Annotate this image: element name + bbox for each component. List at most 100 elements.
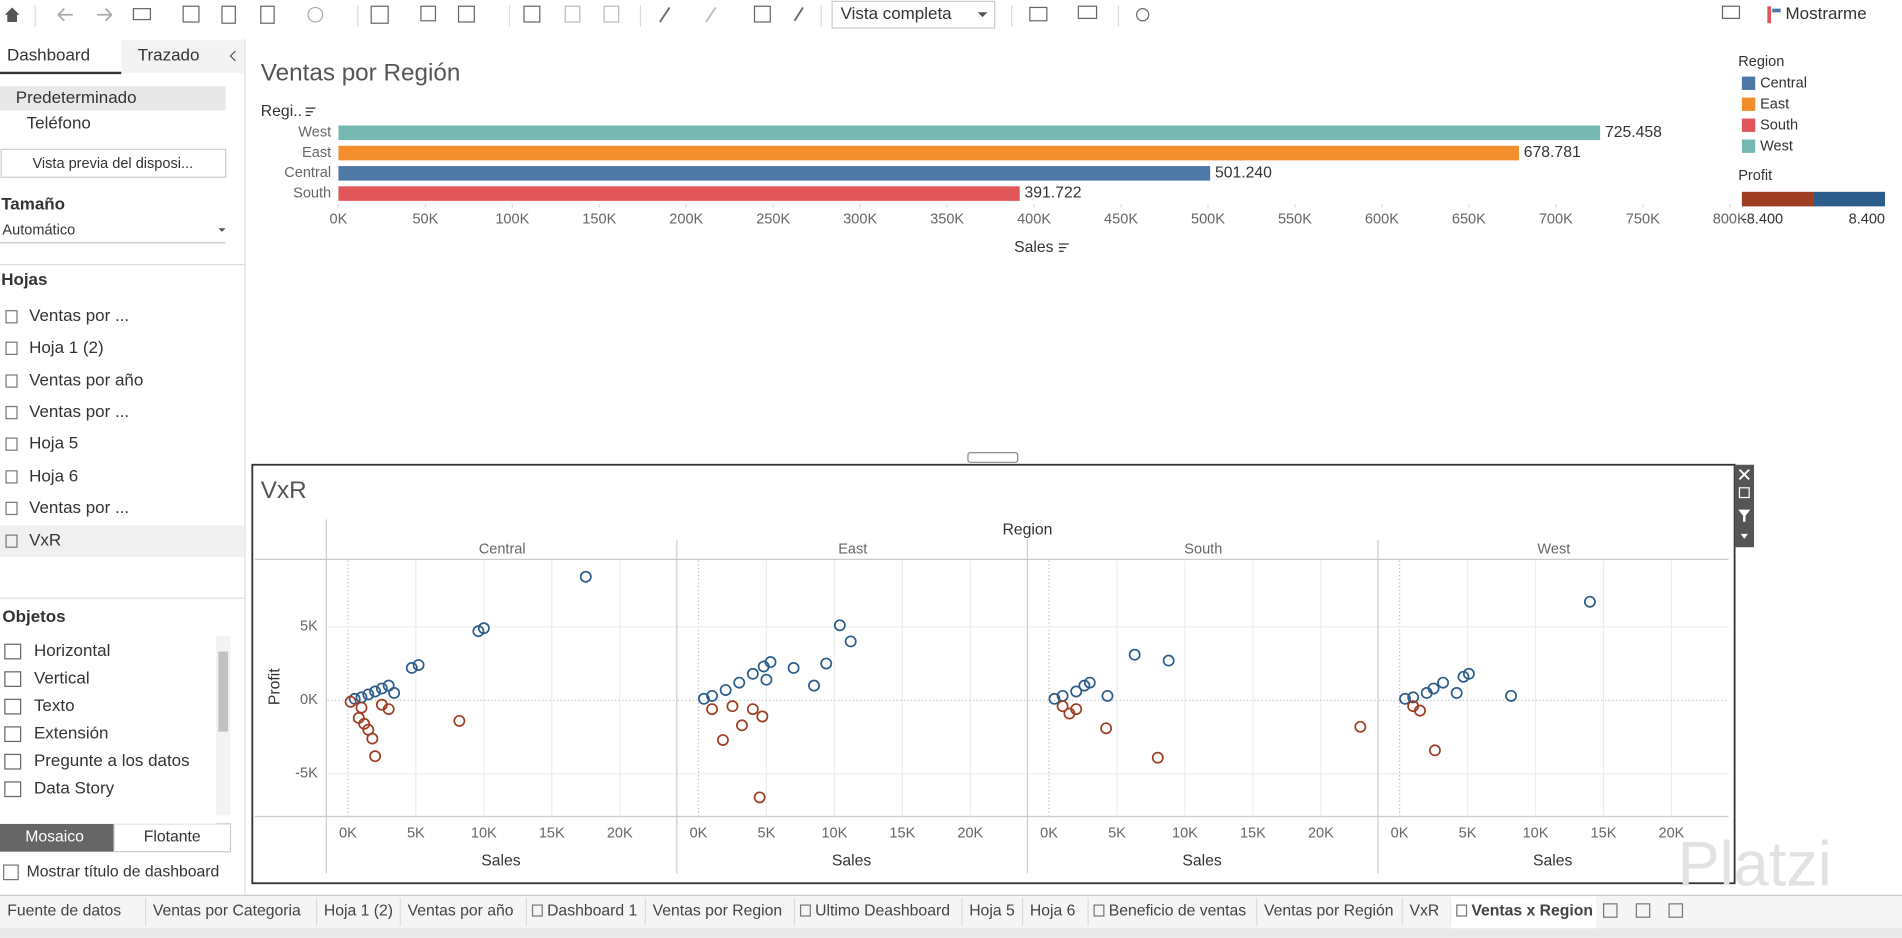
scatter-point[interactable] bbox=[844, 635, 857, 648]
bar[interactable] bbox=[338, 125, 1601, 141]
legend-item[interactable]: South bbox=[1760, 118, 1798, 134]
object-item[interactable]: Horizontal bbox=[34, 641, 110, 660]
new-source-icon[interactable] bbox=[221, 5, 236, 24]
sheet-item[interactable]: Ventas por año bbox=[29, 371, 143, 390]
pause-icon[interactable] bbox=[260, 5, 275, 24]
sheet-item[interactable]: Hoja 1 (2) bbox=[29, 338, 104, 357]
scatter-point[interactable] bbox=[1437, 676, 1450, 689]
scatter-point[interactable] bbox=[1078, 679, 1091, 692]
remove-icon[interactable] bbox=[1738, 468, 1750, 480]
scatter-point[interactable] bbox=[1457, 670, 1470, 683]
scatter-point[interactable] bbox=[716, 734, 729, 746]
undo-icon[interactable] bbox=[57, 8, 73, 22]
view-mode-dropdown[interactable] bbox=[831, 0, 996, 29]
sheet-item[interactable]: VxR bbox=[29, 531, 61, 550]
new-dashboard-button[interactable] bbox=[1635, 903, 1651, 918]
scatter-point[interactable] bbox=[375, 698, 388, 711]
sheet-tab[interactable]: Dashboard 1 bbox=[547, 902, 637, 919]
device-option[interactable]: Teléfono bbox=[27, 113, 91, 132]
scatter-point[interactable] bbox=[820, 657, 833, 670]
sort-desc-icon[interactable] bbox=[603, 5, 620, 23]
scatter-point[interactable] bbox=[757, 660, 770, 673]
scatter-point[interactable] bbox=[1162, 654, 1175, 667]
sheet-tab[interactable]: Hoja 1 (2) bbox=[324, 902, 393, 919]
scatter-point[interactable] bbox=[746, 667, 759, 680]
preview-button[interactable]: Vista previa del disposi... bbox=[32, 156, 193, 172]
scatter-point[interactable] bbox=[1048, 692, 1061, 705]
scatter-point[interactable] bbox=[405, 662, 418, 674]
sidebar-tab[interactable]: Trazado bbox=[138, 45, 200, 64]
new-sheet-icon[interactable] bbox=[370, 5, 389, 24]
scatter-point[interactable] bbox=[1101, 689, 1114, 702]
swap-icon[interactable] bbox=[132, 8, 152, 21]
layout-button-bg[interactable] bbox=[0, 823, 115, 852]
sheet-tab[interactable]: Beneficio de ventas bbox=[1109, 902, 1247, 919]
redo-icon[interactable] bbox=[97, 8, 113, 22]
scatter-point[interactable] bbox=[833, 619, 846, 632]
save-icon[interactable] bbox=[182, 5, 200, 23]
scatter-point[interactable] bbox=[1420, 687, 1433, 699]
show-me-button[interactable]: Mostrarme bbox=[1786, 4, 1867, 23]
preview-button-bg[interactable] bbox=[0, 148, 227, 178]
scatter-point[interactable] bbox=[1583, 595, 1596, 608]
sheet-item[interactable]: Hoja 5 bbox=[29, 434, 78, 453]
legend-item[interactable]: Central bbox=[1760, 76, 1807, 92]
sidebar-tab[interactable]: Dashboard bbox=[7, 45, 90, 64]
sheet-tab[interactable]: VxR bbox=[1410, 902, 1440, 919]
scatter-point[interactable] bbox=[344, 695, 357, 708]
scatter-point[interactable] bbox=[369, 685, 382, 698]
scatter-point[interactable] bbox=[753, 791, 766, 804]
object-item[interactable]: Extensión bbox=[34, 724, 109, 743]
scatter-point[interactable] bbox=[453, 714, 466, 727]
bar[interactable] bbox=[338, 166, 1211, 181]
scatter-point[interactable] bbox=[733, 676, 746, 689]
object-item[interactable]: Texto bbox=[34, 696, 75, 715]
resize-handle[interactable] bbox=[967, 452, 1019, 463]
more-icon[interactable] bbox=[1740, 533, 1748, 539]
layout-button[interactable]: Mosaico bbox=[25, 828, 84, 845]
highlight-icon[interactable] bbox=[659, 6, 671, 23]
scatter-point[interactable] bbox=[1063, 707, 1076, 720]
new-story-button[interactable] bbox=[1668, 903, 1684, 918]
sheet-tab[interactable]: Ventas x Region bbox=[1471, 902, 1593, 919]
scatter-point[interactable] bbox=[355, 701, 368, 714]
scatter-point[interactable] bbox=[579, 570, 592, 583]
object-item[interactable]: Vertical bbox=[34, 669, 90, 688]
share-icon[interactable] bbox=[1135, 8, 1150, 22]
legend-item[interactable]: East bbox=[1760, 97, 1789, 113]
sheet-tab[interactable]: Ultimo Deashboard bbox=[815, 902, 950, 919]
scatter-point[interactable] bbox=[760, 673, 773, 686]
home-icon[interactable] bbox=[4, 7, 20, 23]
scatter-point[interactable] bbox=[756, 710, 769, 723]
scatter-point[interactable] bbox=[719, 684, 732, 696]
scatter-point[interactable] bbox=[1399, 692, 1411, 705]
filter-icon[interactable] bbox=[1738, 509, 1751, 522]
swap-axes-icon[interactable] bbox=[523, 5, 541, 23]
sheet-tab[interactable]: Hoja 6 bbox=[1030, 902, 1076, 919]
sheet-item[interactable]: Hoja 6 bbox=[29, 466, 78, 485]
sort-asc-icon[interactable] bbox=[564, 5, 581, 23]
scatter-point[interactable] bbox=[1070, 685, 1083, 698]
scatter-point[interactable] bbox=[1450, 687, 1463, 699]
scatter-point[interactable] bbox=[808, 679, 820, 692]
scatter-point[interactable] bbox=[1428, 744, 1441, 757]
collapse-icon[interactable] bbox=[229, 50, 236, 62]
scatter-point[interactable] bbox=[369, 750, 382, 763]
layout-button[interactable]: Flotante bbox=[144, 828, 201, 845]
sheet-item[interactable]: Ventas por ... bbox=[29, 498, 129, 517]
checkbox[interactable] bbox=[3, 864, 19, 881]
sheet-tab[interactable]: Ventas por Región bbox=[1264, 902, 1394, 919]
refresh-icon[interactable] bbox=[307, 6, 324, 23]
clear-icon[interactable] bbox=[457, 5, 475, 23]
scatter-point[interactable] bbox=[1354, 720, 1367, 733]
scrollbar-thumb[interactable] bbox=[218, 651, 229, 732]
comment-icon[interactable] bbox=[1721, 5, 1741, 19]
sheet-item[interactable]: Ventas por ... bbox=[29, 306, 129, 325]
scatter-point[interactable] bbox=[472, 625, 485, 638]
pin-icon[interactable] bbox=[793, 6, 804, 22]
scatter-point[interactable] bbox=[1407, 700, 1420, 713]
sheet-tab[interactable]: Fuente de datos bbox=[7, 902, 121, 919]
scatter-point[interactable] bbox=[697, 692, 710, 705]
zone-controls[interactable] bbox=[1734, 464, 1755, 548]
scatter-point[interactable] bbox=[362, 723, 375, 736]
